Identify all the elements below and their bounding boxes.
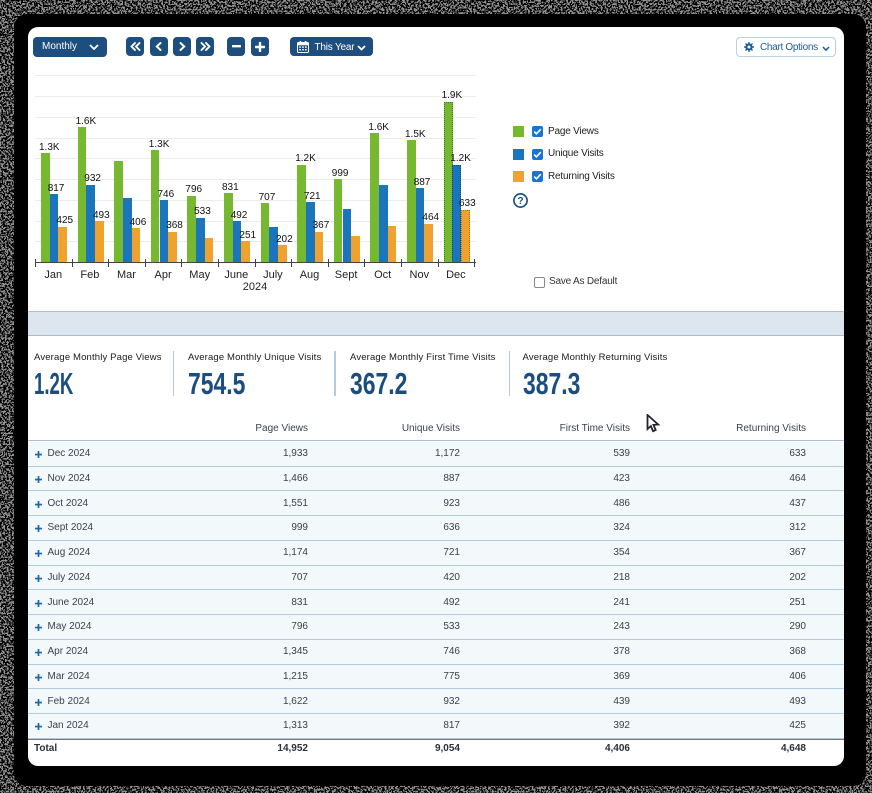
svg-text:?: ? <box>517 196 523 207</box>
